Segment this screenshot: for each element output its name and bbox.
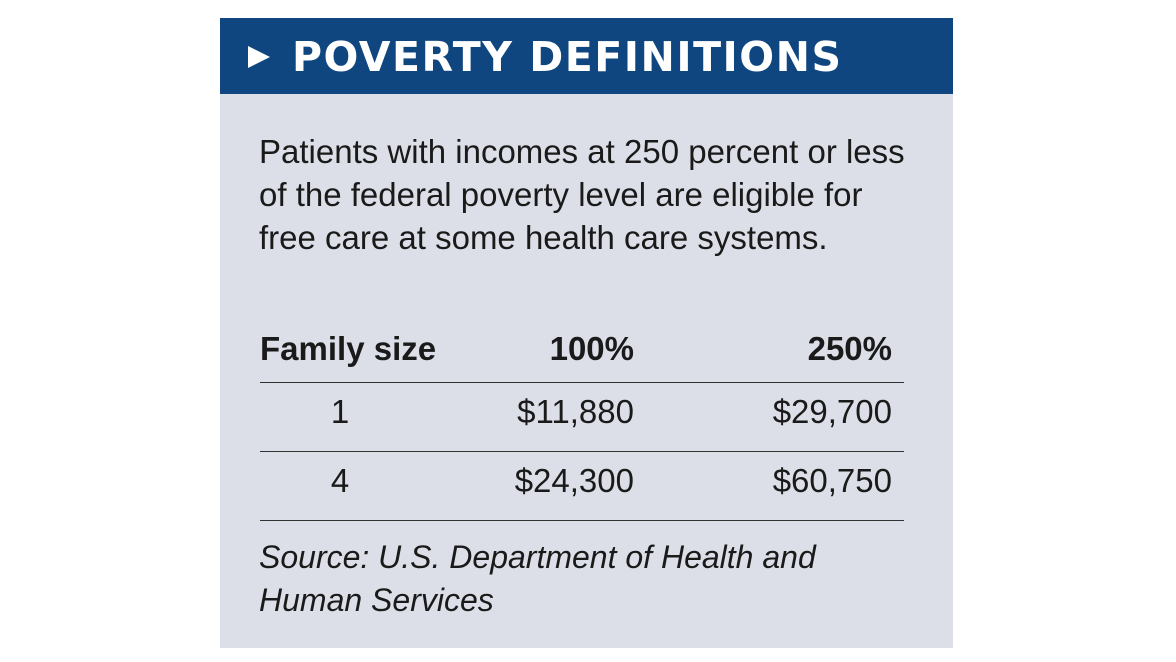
column-header-family-size: Family size	[260, 330, 437, 367]
income-250-cell: $29,700	[772, 393, 892, 430]
table-row: 1 $11,880 $29,700	[260, 383, 904, 452]
income-250-cell: $60,750	[772, 462, 892, 499]
play-triangle-icon	[248, 46, 270, 68]
family-size-cell: 1	[330, 393, 350, 430]
table-row: 4 $24,300 $60,750	[260, 452, 904, 521]
source-note: Source: U.S. Department of Health and Hu…	[259, 539, 816, 618]
column-header-250: 250%	[807, 330, 892, 367]
column-header-100: 100%	[549, 330, 634, 367]
income-100-cell: $24,300	[514, 462, 634, 499]
poverty-definitions-card: POVERTY DEFINITIONS Patients with income…	[220, 18, 953, 648]
family-size-cell: 4	[330, 462, 350, 499]
card-title: POVERTY DEFINITIONS	[292, 33, 843, 81]
poverty-table: Family size 100% 250% 1 $11,880 $29,700 …	[260, 326, 904, 521]
income-100-cell: $11,880	[517, 393, 634, 430]
card-header: POVERTY DEFINITIONS	[220, 18, 953, 94]
table-header-row: Family size 100% 250%	[260, 326, 904, 383]
intro-text: Patients with incomes at 250 percent or …	[259, 133, 905, 256]
